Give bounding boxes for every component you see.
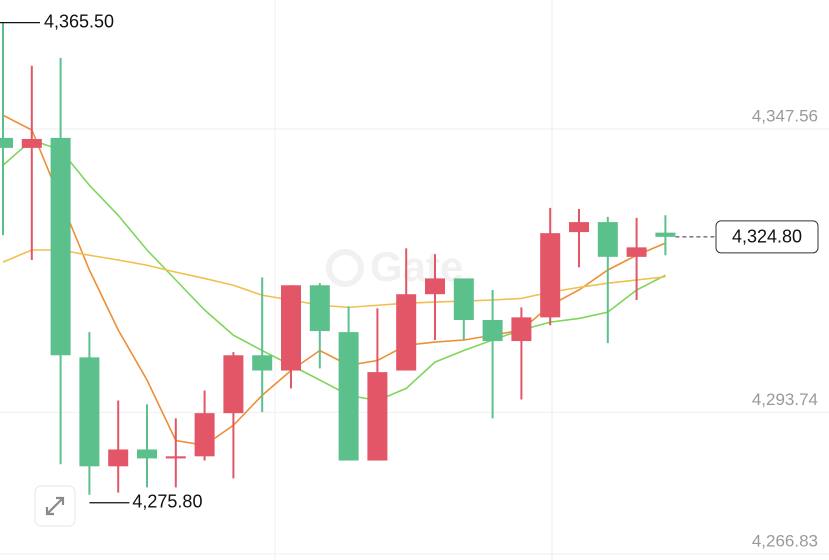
candle-body: [338, 332, 359, 461]
grid: [0, 128, 829, 555]
candle-body: [396, 294, 417, 371]
candle-body: [223, 355, 244, 414]
candle-body: [194, 413, 215, 457]
candle-body: [165, 456, 186, 459]
labels: 4,347.56 4,293.74 4,266.83 4,365.50 4,275.80…: [0, 11, 819, 550]
last-price-label: 4,324.80: [732, 227, 802, 247]
candle-body: [597, 222, 618, 257]
candle-body: [482, 320, 503, 342]
candle-body: [137, 449, 157, 459]
watermark-text: Gate: [370, 243, 463, 290]
candle-body: [252, 355, 273, 371]
y-tick-label: 4,347.56: [752, 107, 818, 126]
candle-body: [0, 137, 13, 148]
candle-body: [540, 233, 561, 318]
watermark: Gate: [326, 243, 463, 290]
watermark-logo: [326, 249, 364, 287]
last-price-box: [715, 220, 819, 254]
candle-body: [309, 285, 330, 332]
candle-body: [108, 449, 129, 467]
y-tick-label: 4,266.83: [752, 531, 818, 550]
candle-body: [569, 222, 589, 233]
candle-body: [281, 285, 301, 371]
moving-average-line: [2, 139, 666, 402]
candle-body: [453, 278, 474, 320]
expand-button[interactable]: [34, 485, 76, 527]
candle-body: [626, 247, 647, 257]
candle-body: [367, 372, 388, 461]
high-marker-label: 4,365.50: [44, 11, 114, 31]
low-marker-label: 4,275.80: [132, 491, 202, 511]
candle-body: [511, 317, 532, 342]
candle-body: [50, 137, 71, 356]
candle-body: [79, 357, 100, 467]
expand-icon: [45, 496, 65, 516]
y-tick-label: 4,293.74: [752, 390, 818, 409]
candles: [0, 22, 676, 495]
candle-body: [425, 278, 445, 295]
candle-body: [21, 138, 42, 148]
candle-body: [655, 232, 676, 237]
